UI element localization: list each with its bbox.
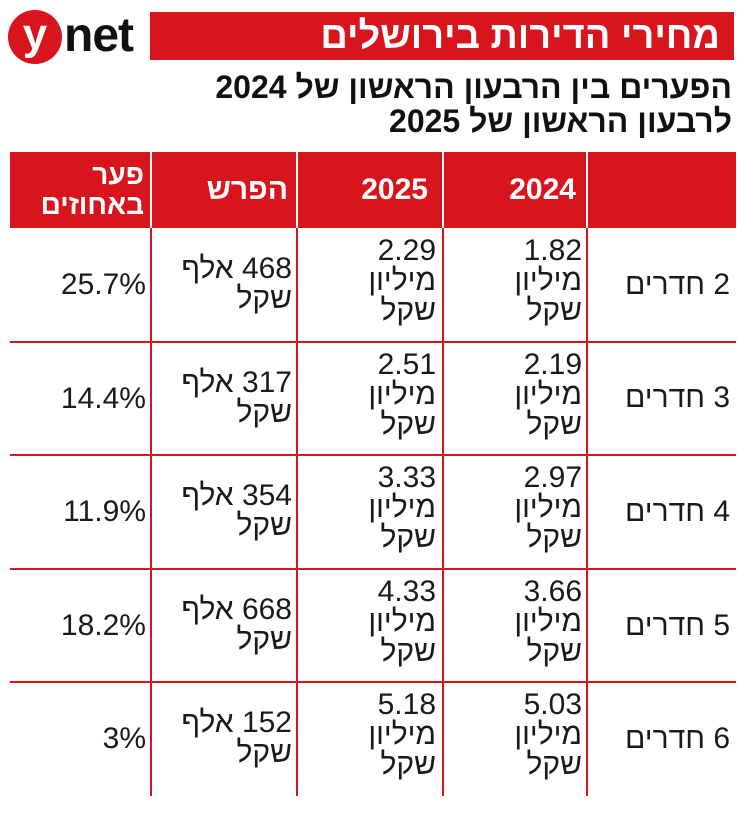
row-divider	[10, 454, 736, 457]
value-2024-cell-line: 3.66	[523, 574, 582, 608]
ynet-logo: y net	[8, 8, 146, 66]
value-2024-cell-line: 5.03	[523, 688, 582, 722]
rooms-cell: 4 חדרים	[625, 494, 730, 528]
value-2024-cell-line: 2.97	[523, 461, 582, 495]
logo-circle: y	[8, 10, 62, 64]
value-2025-cell: 3.33 מיליון שקל	[302, 463, 436, 553]
header-divider	[586, 152, 588, 228]
diff-cell-line: שקל	[236, 509, 293, 543]
header-pct-line-1: פער	[92, 159, 144, 190]
diff-cell-line: 354 אלף	[181, 479, 292, 513]
value-2024-cell: 5.03 מיליון שקל	[448, 690, 582, 780]
table-row: 4 חדרים 2.97 מיליון שקל 3.33 מיליון שקל 354 אלף…	[10, 455, 736, 569]
row-divider	[10, 681, 736, 684]
value-2024-cell-line: מיליון	[514, 264, 582, 297]
diff-cell-line: 468 אלף	[181, 252, 292, 285]
value-2024-cell: 2.97 מיליון שקל	[448, 463, 582, 553]
value-2025-cell-line: שקל	[380, 521, 437, 555]
value-2025-cell: 5.18 מיליון שקל	[302, 690, 436, 780]
rooms-cell: 6 חדרים	[625, 722, 730, 756]
diff-cell-line: שקל	[236, 736, 293, 770]
logo-net: net	[64, 9, 134, 62]
table-row: 3 חדרים 2.19 מיליון שקל 2.51 מיליון שקל 317 אלף…	[10, 342, 736, 456]
header-pct-line-2: באחוזים	[40, 189, 144, 220]
value-2025-cell-line: שקל	[380, 634, 437, 668]
value-2025-cell-line: שקל	[380, 294, 437, 327]
subtitle-line-1: הפערים בין הרבעון הראשון של 2024	[215, 69, 732, 105]
value-2024-cell: 3.66 מיליון שקל	[448, 574, 583, 668]
diff-cell: 354 אלף שקל	[156, 481, 292, 541]
diff-cell-line: שקל	[236, 622, 293, 656]
pct-cell: 18.2%	[60, 608, 146, 642]
diff-cell-line: שקל	[236, 282, 293, 315]
pct-cell: 25.7%	[60, 268, 146, 301]
diff-cell: 668 אלף שקל	[156, 592, 293, 656]
diff-cell: 468 אלף שקל	[156, 254, 292, 314]
table-row: 5 חדרים 3.66 מיליון שקל 4.33 מיליון שקל 668 אלף…	[10, 569, 736, 683]
header-divider	[150, 152, 152, 228]
rooms-cell: 3 חדרים	[625, 381, 730, 415]
header-divider	[296, 152, 298, 228]
table-row: 6 חדרים 5.03 מיליון שקל 5.18 מיליון שקל 152 אלף…	[10, 682, 736, 796]
value-2025-cell: 2.29 מיליון שקל	[302, 236, 436, 326]
value-2024-cell-line: 2.19	[523, 347, 582, 381]
value-2024-cell-line: מיליון	[514, 604, 582, 638]
value-2025-cell-line: 2.51	[377, 347, 436, 381]
header-pct: פער באחוזים	[10, 152, 150, 228]
row-divider	[10, 567, 736, 570]
value-2024-cell-line: שקל	[526, 407, 583, 441]
value-2025-cell-line: מיליון	[368, 377, 436, 411]
value-2025-cell: 4.33 מיליון שקל	[302, 574, 437, 668]
value-2024-cell-line: שקל	[526, 521, 583, 555]
pct-cell: 11.9%	[63, 495, 146, 529]
value-2024-cell-line: 1.82	[523, 234, 582, 267]
header-divider	[442, 152, 444, 228]
value-2025-cell-line: שקל	[380, 407, 437, 441]
table-header-row: 2024 2025 הפרש פער באחוזים	[10, 152, 736, 228]
column-divider	[442, 228, 444, 796]
subtitle: הפערים בין הרבעון הראשון של 2024 לרבעון …	[112, 70, 732, 138]
value-2025-cell: 2.51 מיליון שקל	[302, 347, 437, 441]
value-2025-cell-line: מיליון	[368, 604, 436, 638]
table-row: 2 חדרים 1.82 מיליון שקל 2.29 מיליון שקל 468 אלף…	[10, 228, 736, 342]
header-diff: הפרש	[206, 173, 288, 206]
diff-cell-line: שקל	[236, 395, 293, 429]
value-2025-cell-line: 5.18	[377, 688, 436, 722]
pct-cell: 14.4%	[60, 381, 146, 415]
value-2024-cell-line: מיליון	[514, 377, 582, 411]
value-2024-cell-line: מיליון	[514, 491, 582, 525]
diff-cell-line: 152 אלף	[181, 706, 292, 740]
value-2025-cell-line: 2.29	[377, 234, 436, 267]
diff-cell-line: 317 אלף	[181, 365, 292, 399]
title-banner: מחירי הדירות בירושלים	[150, 12, 734, 60]
column-divider	[586, 228, 588, 796]
value-2024-cell-line: שקל	[526, 748, 583, 782]
subtitle-line-2: לרבעון הראשון של 2025	[389, 103, 732, 139]
value-2024-cell-line: שקל	[526, 634, 583, 668]
logo-y: y	[22, 10, 48, 59]
value-2025-cell-line: 4.33	[377, 574, 436, 608]
header-2025: 2025	[361, 173, 428, 206]
value-2024-cell: 1.82 מיליון שקל	[448, 236, 582, 326]
column-divider	[150, 228, 152, 796]
diff-cell-line: 668 אלף	[181, 592, 292, 626]
header-2024: 2024	[509, 173, 576, 206]
value-2024-cell: 2.19 מיליון שקל	[448, 347, 583, 441]
diff-cell: 152 אלף שקל	[156, 708, 292, 768]
pct-cell: 3%	[102, 722, 146, 756]
rooms-cell: 5 חדרים	[625, 608, 730, 642]
rooms-cell: 2 חדרים	[625, 267, 730, 301]
value-2025-cell-line: מיליון	[368, 264, 436, 297]
value-2025-cell-line: מיליון	[368, 491, 436, 525]
value-2025-cell-line: מיליון	[368, 718, 436, 752]
diff-cell: 317 אלף שקל	[156, 365, 293, 429]
row-divider	[10, 340, 736, 343]
value-2024-cell-line: שקל	[526, 294, 583, 327]
value-2025-cell-line: 3.33	[377, 461, 436, 495]
value-2025-cell-line: שקל	[380, 748, 437, 782]
value-2024-cell-line: מיליון	[514, 718, 582, 752]
column-divider	[296, 228, 298, 796]
